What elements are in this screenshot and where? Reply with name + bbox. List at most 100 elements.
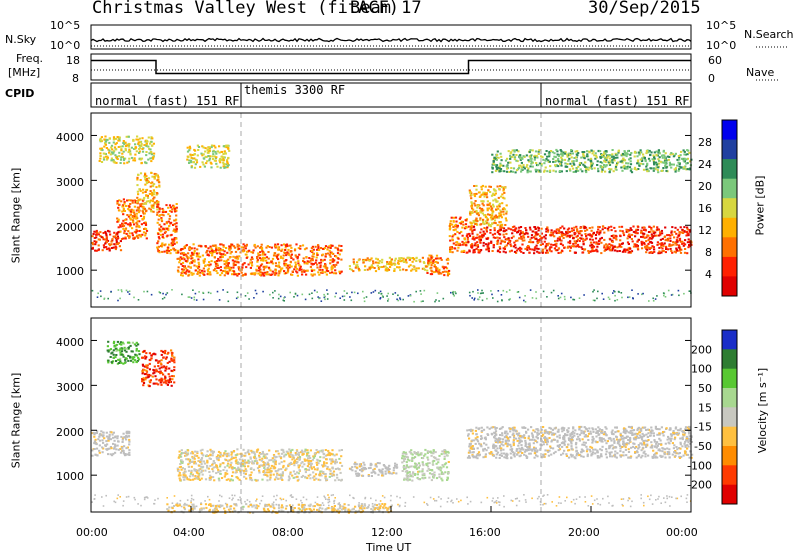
power-cell <box>502 210 505 213</box>
power-cell <box>505 210 508 213</box>
power-cell <box>500 155 503 158</box>
power-cell <box>482 221 485 224</box>
power-cell <box>642 229 646 231</box>
velocity-cell <box>209 448 212 451</box>
power-cell <box>686 228 689 231</box>
power-cell <box>109 233 112 236</box>
velocity-cell <box>191 455 194 458</box>
power-cell <box>514 171 517 174</box>
power-cell <box>590 229 593 232</box>
power-cell <box>521 231 524 234</box>
power-cell <box>267 261 271 264</box>
power-cell <box>143 144 146 147</box>
power-cell <box>115 161 118 164</box>
power-cell <box>152 185 155 188</box>
power-cell <box>638 153 641 156</box>
power-cell <box>642 226 645 229</box>
power-cell <box>131 234 134 237</box>
power-cell <box>259 251 262 254</box>
velocity-cell <box>268 449 271 452</box>
power-cell <box>590 167 593 170</box>
power-cell <box>329 259 332 262</box>
power-cell <box>518 226 521 229</box>
velocity-cell <box>255 460 258 463</box>
power-cell <box>493 158 496 160</box>
velocity-cell <box>125 431 128 434</box>
velocity-cell <box>170 369 173 372</box>
power-cell <box>659 160 663 163</box>
power-cell <box>456 241 459 244</box>
power-cell <box>517 229 520 232</box>
power-cell <box>665 159 668 162</box>
power-cell <box>330 244 333 247</box>
power-cell <box>333 265 336 268</box>
velocity-cell <box>128 438 131 441</box>
power-cell <box>464 226 467 228</box>
power-cell <box>537 239 541 242</box>
power-cell <box>283 252 287 254</box>
velocity-cell <box>224 472 227 474</box>
power-cell <box>567 159 570 162</box>
power-cell <box>228 149 231 152</box>
power-cell <box>99 231 102 234</box>
power-cell <box>579 232 582 235</box>
power-speckle <box>379 297 382 299</box>
power-cell <box>519 237 522 240</box>
velocity-cell <box>115 354 118 356</box>
power-cell <box>558 238 561 241</box>
power-cell <box>485 230 488 233</box>
power-cell <box>299 247 302 250</box>
velocity-cell <box>231 475 234 477</box>
velocity-cell <box>217 471 220 474</box>
power-cell <box>185 270 188 273</box>
velocity-cell <box>100 430 103 433</box>
power-speckle <box>664 296 667 298</box>
power-cell <box>645 165 648 168</box>
velocity-cell <box>187 465 190 468</box>
power-cell <box>145 209 148 212</box>
power-cell <box>289 244 292 247</box>
velocity-cell <box>120 361 123 364</box>
power-cell <box>500 210 503 213</box>
power-cell <box>285 244 288 247</box>
power-cell <box>275 255 279 258</box>
power-cell <box>503 241 506 243</box>
power-cell <box>654 161 658 164</box>
velocity-cell <box>294 476 297 479</box>
power-cell <box>603 153 606 156</box>
power-cell <box>119 158 123 161</box>
power-cell <box>509 156 512 158</box>
power-cell <box>223 250 226 253</box>
velocity-cell <box>145 352 148 355</box>
power-cell <box>553 155 556 158</box>
power-cell <box>175 203 178 205</box>
power-cell <box>232 264 235 267</box>
power-speckle <box>255 292 258 295</box>
velocity-cell <box>145 376 148 379</box>
velocity-cell <box>205 454 208 457</box>
power-cell <box>522 166 525 169</box>
power-cell <box>505 238 508 241</box>
velocity-cell <box>99 433 102 436</box>
power-speckle <box>621 296 623 299</box>
power-speckle <box>471 297 473 299</box>
power-cell <box>517 166 521 169</box>
power-cell <box>522 155 525 158</box>
power-cell <box>620 225 624 228</box>
power-cell <box>557 160 561 163</box>
power-cell <box>238 272 241 275</box>
power-cell <box>451 238 454 241</box>
power-speckle <box>399 297 401 299</box>
velocity-cell <box>249 476 252 479</box>
power-cell <box>480 249 483 251</box>
power-cell <box>562 234 565 237</box>
velocity-cell <box>219 455 222 458</box>
power-cell <box>202 267 205 270</box>
power-cell <box>631 233 634 236</box>
power-ytick-4000: 4000 <box>56 131 84 144</box>
power-cell <box>201 154 204 157</box>
power-cell <box>133 199 136 202</box>
power-cell <box>486 209 489 212</box>
power-cell <box>473 210 476 213</box>
power-cell <box>637 248 640 251</box>
